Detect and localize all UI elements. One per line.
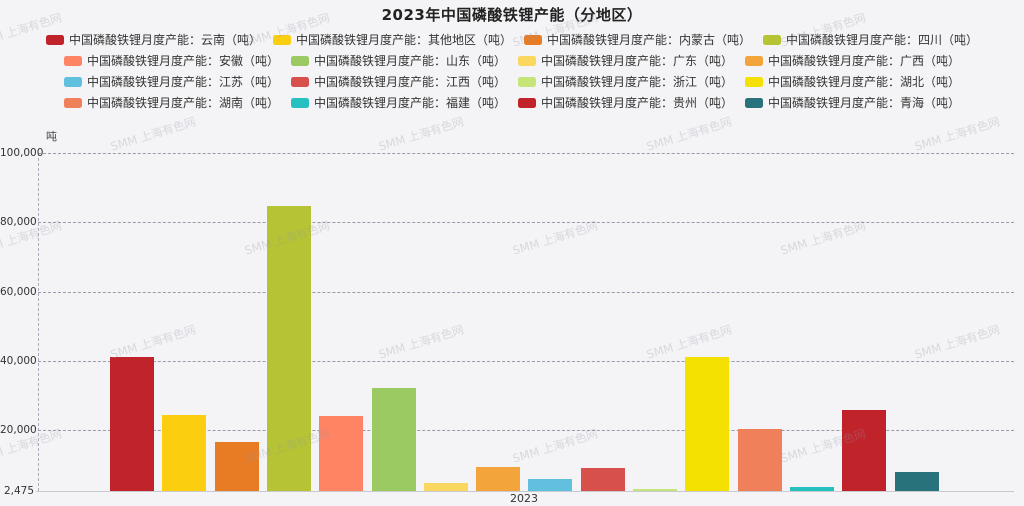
legend-swatch-icon — [63, 97, 82, 108]
bar-7[interactable] — [476, 466, 521, 491]
legend-swatch-icon — [272, 34, 291, 45]
bar-11[interactable] — [685, 356, 730, 491]
bar-8[interactable] — [528, 479, 573, 491]
legend-item-13[interactable]: 中国磷酸铁锂月度产能：福建（吨） — [290, 94, 506, 111]
legend-swatch-icon — [518, 76, 536, 87]
legend-item-9[interactable]: 中国磷酸铁锂月度产能：江西（吨） — [290, 73, 506, 90]
legend-item-label: 中国磷酸铁锂月度产能：安徽（吨） — [86, 54, 279, 68]
legend-swatch-icon — [45, 34, 64, 45]
legend-swatch-icon — [745, 76, 764, 87]
legend-item-15[interactable]: 中国磷酸铁锂月度产能：青海（吨） — [745, 94, 960, 111]
y-axis-tick-label: 40,000 — [0, 354, 37, 367]
legend-item-label: 中国磷酸铁锂月度产能：广西（吨） — [768, 54, 961, 68]
legend-swatch-icon — [518, 55, 536, 66]
legend-swatch-icon — [290, 76, 309, 87]
legend-swatch-icon — [63, 76, 82, 87]
legend-swatch-icon — [763, 34, 782, 45]
legend-swatch-icon — [745, 97, 764, 108]
legend-row: 中国磷酸铁锂月度产能：江苏（吨） 中国磷酸铁锂月度产能：江西（吨） 中国磷酸铁锂月度… — [0, 71, 1024, 92]
legend-item-label: 中国磷酸铁锂月度产能：内蒙古（吨） — [547, 33, 752, 47]
y-axis-tick-label: 2,475 — [3, 485, 34, 497]
y-axis-unit-label: 吨 — [46, 130, 57, 143]
y-axis-tick-label: 60,000 — [0, 285, 37, 298]
x-axis-tick-label: 2023 — [510, 492, 538, 505]
legend-item-label: 中国磷酸铁锂月度产能：江西（吨） — [313, 75, 506, 89]
y-axis-tick-label: 20,000 — [0, 424, 37, 437]
bar-6[interactable] — [423, 483, 468, 491]
legend-item-label: 中国磷酸铁锂月度产能：云南（吨） — [68, 33, 261, 47]
legend-item-label: 中国磷酸铁锂月度产能：山东（吨） — [313, 54, 506, 68]
bar-2[interactable] — [214, 442, 259, 491]
bar-12[interactable] — [737, 428, 782, 491]
bar-5[interactable] — [371, 387, 416, 491]
legend-item-label: 中国磷酸铁锂月度产能：贵州（吨） — [541, 96, 734, 110]
legend-item-2[interactable]: 中国磷酸铁锂月度产能：内蒙古（吨） — [524, 31, 751, 48]
legend-swatch-icon — [290, 55, 309, 66]
legend-row: 中国磷酸铁锂月度产能：湖南（吨） 中国磷酸铁锂月度产能：福建（吨） 中国磷酸铁锂月度… — [0, 92, 1024, 113]
legend-item-8[interactable]: 中国磷酸铁锂月度产能：江苏（吨） — [63, 73, 279, 90]
bar-10[interactable] — [633, 489, 677, 491]
legend-item-label: 中国磷酸铁锂月度产能：湖北（吨） — [768, 75, 961, 89]
bar-14[interactable] — [842, 410, 887, 491]
legend-row: 中国磷酸铁锂月度产能：云南（吨） 中国磷酸铁锂月度产能：其他地区（吨） 中国磷酸铁锂… — [0, 29, 1024, 50]
y-axis-tick-label: 80,000 — [0, 216, 37, 229]
chart-title: 2023年中国磷酸铁锂产能（分地区） — [381, 6, 643, 24]
bar-9[interactable] — [580, 467, 625, 491]
y-axis-line — [38, 153, 39, 491]
legend-item-label: 中国磷酸铁锂月度产能：江苏（吨） — [86, 75, 279, 89]
legend-item-3[interactable]: 中国磷酸铁锂月度产能：四川（吨） — [763, 31, 978, 48]
x-axis-line — [36, 491, 1014, 492]
y-axis-tick-label: 100,000 — [0, 147, 44, 159]
bar-1[interactable] — [162, 415, 207, 491]
legend-item-label: 中国磷酸铁锂月度产能：福建（吨） — [313, 96, 506, 110]
bar-4[interactable] — [319, 416, 364, 491]
legend-item-0[interactable]: 中国磷酸铁锂月度产能：云南（吨） — [45, 31, 261, 48]
legend-item-label: 中国磷酸铁锂月度产能：浙江（吨） — [541, 75, 734, 89]
legend-item-6[interactable]: 中国磷酸铁锂月度产能：广东（吨） — [518, 52, 733, 69]
chart-legend: 中国磷酸铁锂月度产能：云南（吨） 中国磷酸铁锂月度产能：其他地区（吨） 中国磷酸铁锂… — [0, 29, 1024, 113]
legend-item-7[interactable]: 中国磷酸铁锂月度产能：广西（吨） — [745, 52, 960, 69]
gridline — [38, 222, 1014, 224]
gridline — [38, 360, 1014, 362]
legend-item-label: 中国磷酸铁锂月度产能：湖南（吨） — [86, 96, 279, 110]
legend-item-5[interactable]: 中国磷酸铁锂月度产能：山东（吨） — [290, 52, 506, 69]
legend-swatch-icon — [745, 55, 764, 66]
gridline — [38, 153, 1014, 154]
legend-item-14[interactable]: 中国磷酸铁锂月度产能：贵州（吨） — [518, 94, 733, 111]
gridline — [38, 291, 1014, 293]
legend-item-1[interactable]: 中国磷酸铁锂月度产能：其他地区（吨） — [272, 31, 512, 48]
bar-0[interactable] — [110, 357, 154, 491]
legend-item-4[interactable]: 中国磷酸铁锂月度产能：安徽（吨） — [63, 52, 279, 69]
legend-item-label: 中国磷酸铁锂月度产能：四川（吨） — [786, 33, 979, 47]
legend-swatch-icon — [518, 97, 536, 108]
legend-swatch-icon — [524, 34, 542, 45]
legend-item-10[interactable]: 中国磷酸铁锂月度产能：浙江（吨） — [518, 73, 733, 90]
bar-13[interactable] — [789, 486, 834, 491]
bar-15[interactable] — [894, 471, 939, 491]
legend-swatch-icon — [63, 55, 82, 66]
legend-row: 中国磷酸铁锂月度产能：安徽（吨） 中国磷酸铁锂月度产能：山东（吨） 中国磷酸铁锂月度… — [0, 50, 1024, 71]
legend-item-label: 中国磷酸铁锂月度产能：其他地区（吨） — [295, 33, 512, 47]
legend-item-label: 中国磷酸铁锂月度产能：广东（吨） — [541, 54, 734, 68]
bar-3[interactable] — [266, 206, 311, 491]
legend-item-12[interactable]: 中国磷酸铁锂月度产能：湖南（吨） — [63, 94, 279, 111]
legend-swatch-icon — [290, 97, 309, 108]
legend-item-label: 中国磷酸铁锂月度产能：青海（吨） — [768, 96, 961, 110]
legend-item-11[interactable]: 中国磷酸铁锂月度产能：湖北（吨） — [745, 73, 960, 90]
gridline — [38, 430, 1014, 432]
